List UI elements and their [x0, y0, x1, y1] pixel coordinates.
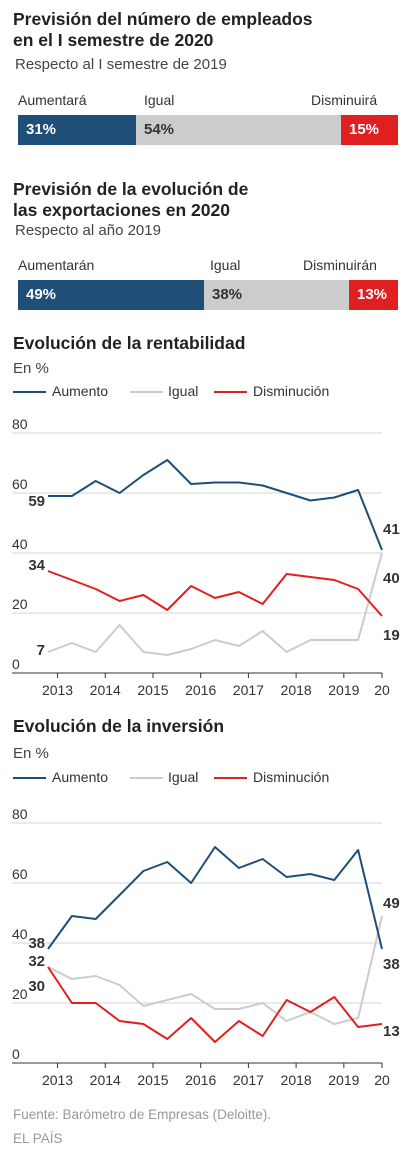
x-tick-label: 2014 — [90, 682, 121, 698]
y-tick-label: 60 — [12, 866, 28, 882]
legend-swatch-igual — [130, 391, 163, 393]
legend-label-igual: Igual — [168, 383, 199, 399]
x-tick-label: 20 — [374, 1072, 390, 1088]
rentabilidad-legend: Aumento Igual Disminución — [13, 381, 413, 401]
inversion-title: Evolución de la inversión — [13, 716, 225, 736]
y-tick-label: 20 — [12, 986, 28, 1002]
x-tick-label: 2013 — [42, 682, 73, 698]
empleados-seg-disminuira: 15% — [341, 115, 398, 145]
series-line-igual — [47, 915, 383, 1025]
empleados-subtitle: Respecto al I semestre de 2019 — [15, 56, 227, 73]
x-tick-label: 2013 — [42, 1072, 73, 1088]
start-label-aumento: 38 — [28, 935, 45, 952]
legend-swatch-aumento — [13, 777, 46, 779]
empleados-label-disminuira: Disminuirá — [311, 92, 378, 108]
y-tick-label: 40 — [12, 536, 28, 552]
x-tick-label: 20 — [374, 682, 390, 698]
start-label-igual: 7 — [37, 642, 45, 659]
rentabilidad-line-chart: 0 20 40 60 80 2013 2014 2015 2016 2017 2018 2019 20 5… — [12, 416, 400, 698]
y-tick-label: 0 — [12, 656, 20, 672]
empleados-seg-aumentara: 31% — [18, 115, 136, 145]
y-tick-label: 60 — [12, 476, 28, 492]
exportaciones-seg-igual: 38% — [204, 280, 349, 310]
y-tick-label: 80 — [12, 806, 28, 822]
inversion-legend: Aumento Igual Disminución — [13, 767, 413, 787]
empleados-label-aumentara: Aumentará — [18, 92, 87, 108]
x-tick-label: 2017 — [233, 1072, 264, 1088]
start-label-disminucion: 30 — [28, 978, 45, 995]
legend-label-aumento: Aumento — [52, 769, 109, 785]
brand: EL PAÍS — [13, 1131, 63, 1146]
x-tick-label: 2016 — [185, 1072, 216, 1088]
start-label-disminucion: 34 — [28, 557, 45, 574]
empleados-stacked-bar: 31% 54% 15% — [18, 115, 398, 145]
end-label-igual: 49 — [383, 895, 400, 912]
exportaciones-stacked-bar: 49% 38% 13% — [18, 280, 398, 310]
start-label-aumento: 59 — [28, 493, 45, 510]
legend-label-igual: Igual — [168, 769, 199, 785]
exportaciones-label-igual: Igual — [210, 257, 241, 273]
legend-label-aumento: Aumento — [52, 383, 109, 399]
source-note: Fuente: Barómetro de Empresas (Deloitte)… — [13, 1107, 272, 1122]
rentabilidad-unit: En % — [13, 360, 49, 377]
x-tick-label: 2019 — [328, 682, 359, 698]
series-line-igual — [47, 552, 383, 656]
x-tick-label: 2016 — [185, 682, 216, 698]
x-tick-label: 2018 — [281, 1072, 312, 1088]
x-tick-label: 2015 — [137, 1072, 168, 1088]
legend-label-disminucion: Disminución — [253, 769, 330, 785]
x-tick-label: 2018 — [281, 682, 312, 698]
legend-swatch-aumento — [13, 391, 46, 393]
empleados-label-igual: Igual — [144, 92, 175, 108]
y-tick-label: 80 — [12, 416, 28, 432]
exportaciones-seg-disminuiran: 13% — [349, 280, 398, 310]
series-line-disminucion — [47, 966, 383, 1043]
series-line-aumento — [48, 459, 383, 551]
exportaciones-title: Previsión de la evolución de las exporta… — [13, 179, 249, 220]
end-label-aumento: 41 — [383, 521, 400, 538]
exportaciones-seg-aumentaran: 49% — [18, 280, 204, 310]
x-tick-label: 2014 — [90, 1072, 121, 1088]
exportaciones-label-disminuiran: Disminuirán — [303, 257, 377, 273]
end-label-disminucion: 19 — [383, 627, 400, 644]
x-tick-label: 2017 — [233, 682, 264, 698]
rentabilidad-title: Evolución de la rentabilidad — [13, 333, 246, 353]
series-line-disminucion — [47, 570, 383, 617]
legend-swatch-disminucion — [214, 777, 247, 779]
end-label-aumento: 38 — [383, 956, 400, 973]
legend-swatch-disminucion — [214, 391, 247, 393]
start-label-igual: 32 — [28, 953, 45, 970]
exportaciones-label-aumentaran: Aumentarán — [18, 257, 95, 273]
y-tick-label: 40 — [12, 926, 28, 942]
empleados-seg-igual: 54% — [136, 115, 341, 145]
inversion-unit: En % — [13, 745, 49, 762]
empleados-title: Previsión del número de empleados en el … — [13, 9, 313, 50]
end-label-igual: 40 — [383, 570, 400, 587]
x-tick-label: 2015 — [137, 682, 168, 698]
exportaciones-subtitle: Respecto al año 2019 — [15, 222, 161, 239]
end-label-disminucion: 13 — [383, 1023, 400, 1040]
y-tick-label: 20 — [12, 596, 28, 612]
legend-swatch-igual — [130, 777, 163, 779]
y-tick-label: 0 — [12, 1046, 20, 1062]
x-tick-label: 2019 — [328, 1072, 359, 1088]
series-line-aumento — [47, 846, 383, 950]
legend-label-disminucion: Disminución — [253, 383, 330, 399]
